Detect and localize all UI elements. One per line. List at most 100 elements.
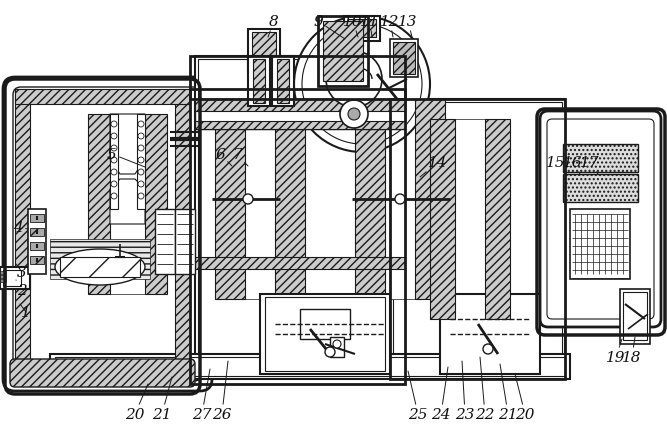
Bar <box>15 364 190 379</box>
Circle shape <box>302 25 422 145</box>
Text: 6: 6 <box>215 148 232 167</box>
Bar <box>0 271 6 274</box>
Bar <box>415 100 445 299</box>
Bar <box>0 267 30 289</box>
Bar <box>440 294 540 374</box>
Bar <box>155 210 175 274</box>
Text: 25: 25 <box>408 371 428 421</box>
Bar <box>198 103 402 366</box>
Text: 5: 5 <box>107 148 145 168</box>
Circle shape <box>111 194 117 200</box>
Text: 15: 15 <box>546 156 566 174</box>
Text: 11: 11 <box>360 15 380 38</box>
Bar <box>55 357 565 376</box>
FancyBboxPatch shape <box>547 120 654 319</box>
Bar <box>88 115 110 294</box>
Bar <box>60 257 140 277</box>
Bar <box>248 57 270 107</box>
Circle shape <box>111 181 117 187</box>
FancyBboxPatch shape <box>13 88 202 381</box>
Text: 9: 9 <box>313 15 345 40</box>
Bar <box>110 115 118 210</box>
Bar <box>248 30 280 75</box>
Text: 7: 7 <box>232 148 248 167</box>
Bar <box>28 210 46 274</box>
Bar <box>253 60 265 104</box>
Bar <box>330 337 344 357</box>
Bar <box>30 256 44 264</box>
Bar <box>0 275 6 278</box>
Bar <box>30 243 44 250</box>
Text: 2: 2 <box>16 280 27 297</box>
FancyBboxPatch shape <box>10 359 195 387</box>
Bar <box>137 115 145 210</box>
Text: 14: 14 <box>420 156 448 178</box>
Circle shape <box>111 158 117 164</box>
Text: 19: 19 <box>606 339 626 364</box>
Text: 13: 13 <box>398 15 418 38</box>
Text: 27: 27 <box>192 369 211 421</box>
Text: 12: 12 <box>380 15 400 38</box>
Circle shape <box>325 347 335 357</box>
Circle shape <box>138 146 144 151</box>
Bar <box>198 60 402 114</box>
Bar <box>3 270 21 286</box>
Bar <box>318 17 368 87</box>
Bar <box>245 100 275 299</box>
Circle shape <box>243 194 253 204</box>
Bar <box>15 90 30 379</box>
Bar <box>323 22 363 82</box>
Text: 8: 8 <box>268 15 279 38</box>
Circle shape <box>138 122 144 128</box>
Text: 22: 22 <box>476 357 495 421</box>
Bar <box>277 60 289 104</box>
Text: 20: 20 <box>125 384 148 421</box>
Bar <box>190 90 405 384</box>
Bar <box>348 20 376 38</box>
FancyBboxPatch shape <box>540 112 661 327</box>
Bar <box>215 100 245 299</box>
Bar <box>430 120 455 319</box>
Circle shape <box>111 122 117 128</box>
Circle shape <box>138 134 144 140</box>
Circle shape <box>483 344 493 354</box>
Bar <box>195 57 405 117</box>
Ellipse shape <box>55 250 145 285</box>
Text: 26: 26 <box>212 361 231 421</box>
Bar <box>50 354 570 379</box>
Bar <box>385 100 415 299</box>
Bar <box>570 210 630 279</box>
Text: 18: 18 <box>622 337 642 364</box>
Circle shape <box>340 101 368 129</box>
Bar <box>252 33 276 71</box>
Bar <box>265 297 385 371</box>
Text: 4: 4 <box>13 220 28 234</box>
Bar <box>195 257 405 270</box>
Circle shape <box>333 340 341 348</box>
Bar <box>620 289 650 344</box>
Circle shape <box>138 158 144 164</box>
Bar <box>563 174 638 203</box>
Bar <box>272 57 294 107</box>
Bar <box>195 100 405 112</box>
Circle shape <box>138 170 144 176</box>
Bar <box>393 43 415 75</box>
Bar <box>195 100 405 130</box>
Circle shape <box>294 17 430 153</box>
Circle shape <box>138 194 144 200</box>
Text: 10: 10 <box>344 15 363 38</box>
Bar <box>275 100 305 299</box>
Text: 17: 17 <box>580 156 600 174</box>
Bar <box>393 103 562 366</box>
Text: 3: 3 <box>16 264 27 279</box>
Text: 24: 24 <box>432 367 451 421</box>
Bar <box>195 122 405 130</box>
Text: 23: 23 <box>456 361 475 421</box>
Circle shape <box>111 170 117 176</box>
Bar <box>355 100 385 299</box>
Bar <box>190 57 405 100</box>
Circle shape <box>348 109 360 121</box>
Bar <box>175 210 195 274</box>
Bar <box>260 294 390 374</box>
Bar <box>390 40 418 78</box>
